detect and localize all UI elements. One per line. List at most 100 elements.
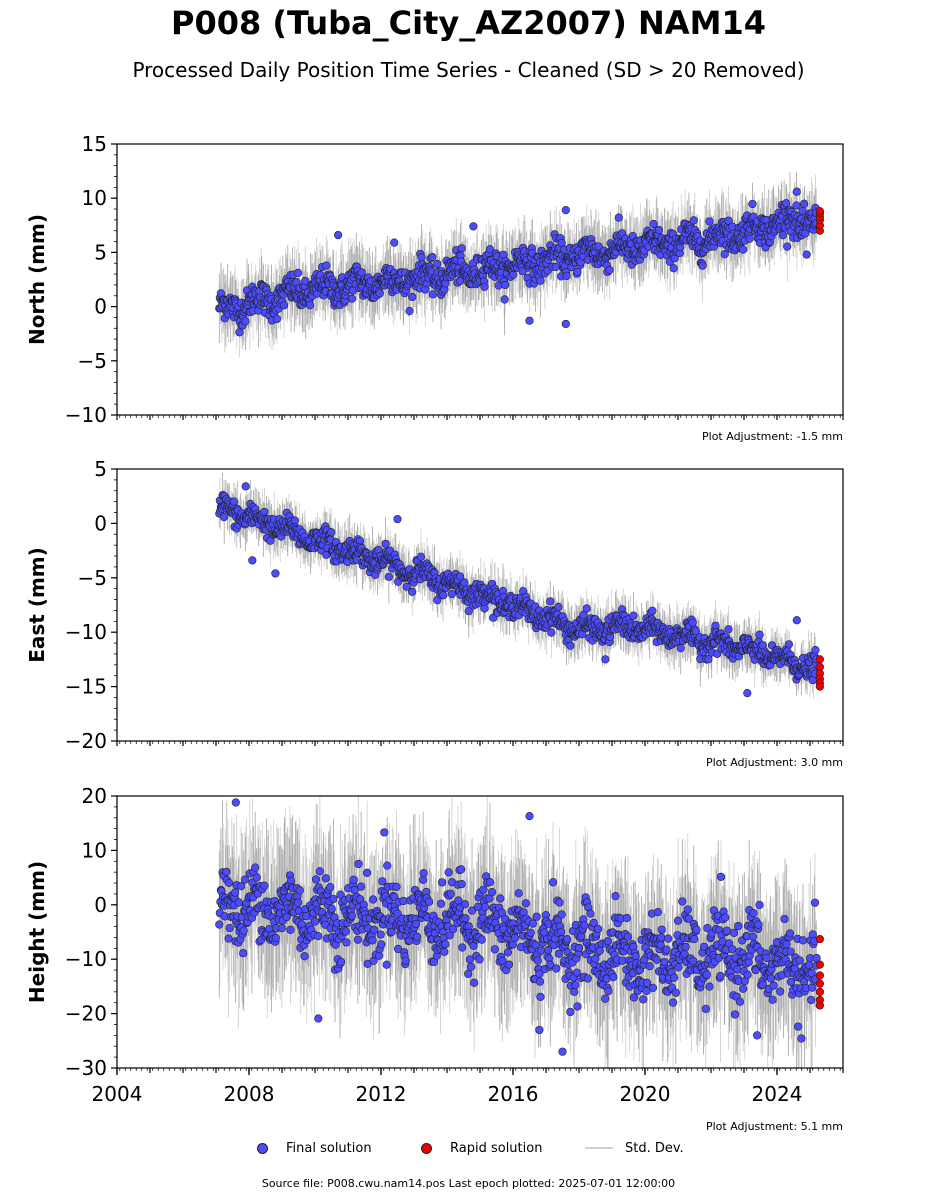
y-tick-label: 15: [82, 132, 107, 156]
final-point: [792, 201, 801, 210]
final-point: [485, 245, 495, 254]
final-point: [220, 512, 229, 522]
y-tick-label: −10: [65, 403, 107, 427]
final-point: [691, 627, 701, 636]
final-point: [705, 217, 714, 226]
final-point: [562, 271, 571, 281]
final-point: [375, 289, 384, 298]
final-point: [745, 234, 754, 243]
final-point: [279, 301, 289, 310]
final-point: [460, 578, 469, 587]
final-points-1: [215, 482, 821, 698]
y-axis-label: North (mm): [25, 214, 49, 345]
y-tick-label: −5: [78, 349, 107, 373]
final-point: [439, 591, 448, 600]
final-point: [305, 301, 315, 310]
final-point: [579, 610, 588, 620]
final-point: [704, 655, 713, 664]
y-tick-label: −10: [65, 620, 107, 644]
chart-subtitle: Processed Daily Position Time Series - C…: [132, 58, 805, 82]
final-point: [778, 231, 788, 240]
final-point: [739, 245, 748, 254]
final-point: [408, 587, 417, 596]
rapid-point: [815, 682, 825, 691]
final-point: [500, 295, 509, 304]
y-tick-label: −20: [65, 729, 107, 753]
final-point: [594, 242, 603, 251]
y-tick-label: 0: [94, 295, 107, 319]
final-point: [799, 199, 809, 208]
final-point: [566, 641, 575, 650]
final-point: [235, 328, 244, 337]
final-point: [649, 219, 658, 229]
final-point-outlier: [792, 616, 801, 625]
plot-adjustment-note: Plot Adjustment: -1.5 mm: [702, 430, 843, 443]
final-point: [783, 242, 792, 251]
y-axis-label: East (mm): [25, 547, 49, 663]
final-point-outlier: [792, 187, 801, 196]
final-point: [536, 276, 545, 285]
final-point: [381, 539, 390, 548]
final-point-outlier: [561, 206, 570, 215]
final-point: [301, 276, 310, 286]
final-point: [428, 252, 437, 262]
final-point-outlier: [743, 689, 752, 698]
final-point: [582, 604, 591, 613]
final-point: [322, 261, 331, 270]
std-dev-bars-1: [218, 473, 817, 699]
y-tick-label: −5: [78, 566, 107, 590]
final-point: [554, 602, 563, 612]
final-point: [605, 265, 614, 275]
final-point: [688, 618, 697, 627]
final-point: [384, 572, 393, 581]
rapid-point: [815, 655, 825, 664]
final-point: [455, 572, 465, 581]
final-point: [748, 199, 757, 209]
final-point: [455, 276, 465, 286]
final-point: [811, 646, 820, 655]
final-point: [547, 628, 556, 637]
final-point: [689, 216, 698, 225]
final-point: [294, 268, 303, 278]
final-point: [669, 264, 678, 273]
final-point: [654, 225, 664, 235]
final-point: [698, 261, 707, 270]
final-point: [629, 611, 638, 620]
y-tick-label: −15: [65, 675, 107, 699]
final-point-outlier: [525, 316, 534, 325]
plot-adjustment-note: Plot Adjustment: 3.0 mm: [706, 756, 843, 769]
final-point: [327, 528, 336, 537]
final-points-0: [215, 187, 821, 337]
final-point-outlier: [561, 319, 570, 329]
y-tick-label: 10: [82, 186, 107, 210]
final-point: [755, 630, 764, 639]
final-point: [402, 582, 411, 591]
final-point-outlier: [271, 569, 280, 578]
final-point: [457, 244, 466, 253]
y-tick-label: 5: [94, 240, 107, 264]
final-point: [782, 199, 791, 208]
final-point-outlier: [241, 482, 250, 491]
final-point: [447, 589, 457, 599]
final-point: [241, 317, 250, 326]
final-point-outlier: [334, 230, 343, 240]
final-point: [480, 282, 489, 291]
final-point: [272, 314, 282, 324]
final-point: [417, 253, 426, 262]
final-point: [648, 606, 657, 615]
final-point: [405, 306, 414, 316]
chart-title: P008 (Tuba_City_AZ2007) NAM14: [171, 4, 766, 42]
final-point: [551, 262, 560, 272]
final-point: [408, 292, 417, 302]
final-point: [428, 290, 437, 299]
final-point: [720, 250, 729, 259]
y-tick-label: 5: [94, 457, 107, 481]
final-point: [229, 497, 239, 506]
final-point: [433, 259, 442, 269]
final-point-outlier: [601, 655, 610, 664]
final-point: [501, 280, 510, 290]
rapid-point: [815, 207, 825, 216]
final-point: [614, 213, 623, 222]
final-point: [784, 640, 793, 649]
